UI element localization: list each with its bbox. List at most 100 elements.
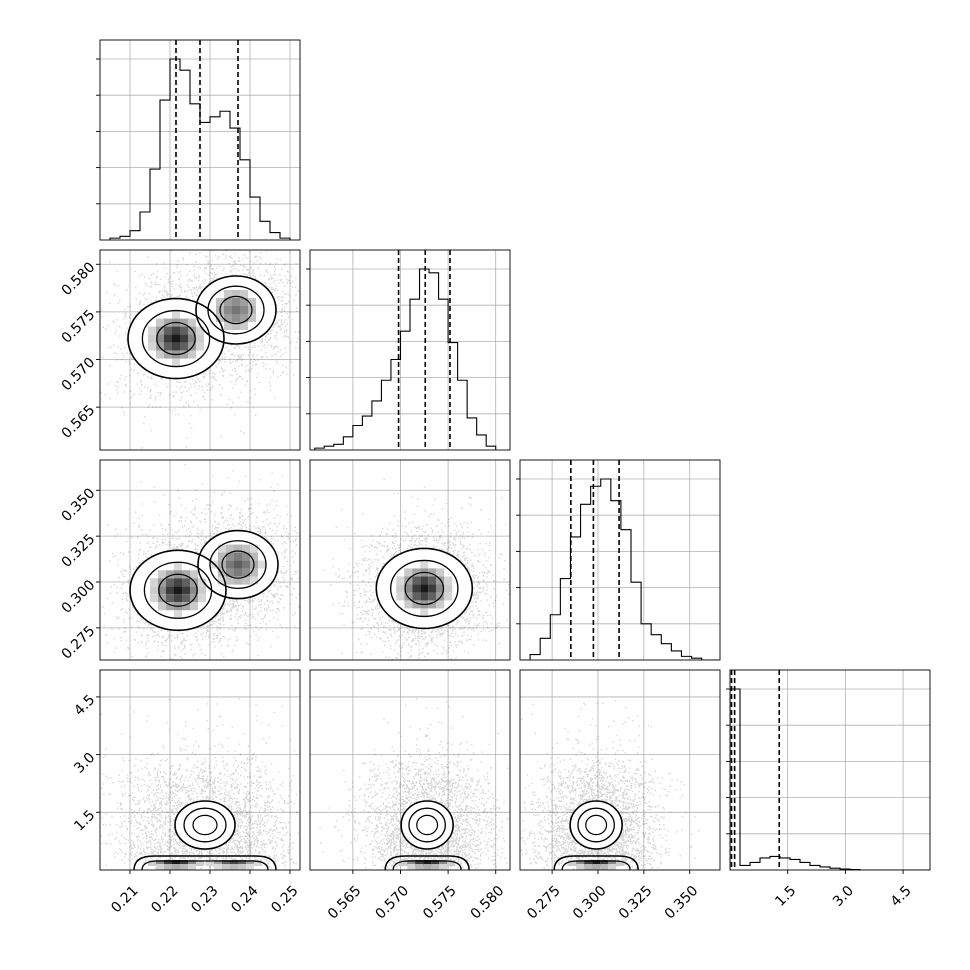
contour-base-inner bbox=[141, 860, 269, 870]
contour-middle bbox=[141, 285, 265, 368]
panel-frame bbox=[99, 39, 301, 241]
contour-base bbox=[384, 855, 470, 870]
panel-frame bbox=[309, 669, 511, 871]
density-cell bbox=[164, 334, 172, 343]
density-cell bbox=[172, 864, 180, 870]
density-cell bbox=[232, 290, 240, 298]
density-cell bbox=[616, 860, 625, 866]
density-cell bbox=[148, 334, 156, 343]
density-cell bbox=[172, 860, 180, 866]
panel-frame bbox=[99, 459, 301, 661]
density-cell bbox=[180, 864, 188, 870]
density-cell bbox=[234, 576, 242, 585]
density-cell bbox=[423, 864, 432, 870]
histogram-0 bbox=[109, 40, 291, 240]
density-cell bbox=[188, 318, 196, 327]
y-tick-label: 4.5 bbox=[71, 692, 98, 719]
density-cell bbox=[174, 586, 182, 595]
density-cell bbox=[224, 306, 232, 314]
density-cell bbox=[190, 570, 198, 579]
x-tick-label: 0.300 bbox=[570, 883, 610, 923]
density-cell bbox=[412, 568, 421, 577]
density-cell bbox=[420, 608, 429, 617]
y-tick-label: 1.5 bbox=[71, 807, 98, 834]
y-tick-label: 0.575 bbox=[59, 307, 99, 347]
density-cell bbox=[196, 342, 204, 351]
density-cell bbox=[182, 570, 190, 579]
density-cell bbox=[218, 576, 226, 585]
y-tick-label: 3.0 bbox=[71, 750, 98, 777]
histogram-1 bbox=[314, 250, 497, 450]
density-cell bbox=[423, 860, 432, 866]
contour-inner bbox=[158, 550, 255, 607]
density-cell bbox=[439, 860, 448, 866]
density-cell bbox=[222, 860, 230, 866]
x-tick-label: 0.575 bbox=[420, 883, 460, 923]
density-cell bbox=[206, 860, 214, 866]
density-cell bbox=[222, 864, 230, 870]
density-cell bbox=[226, 560, 234, 569]
density-cell bbox=[248, 298, 256, 306]
density-cell bbox=[412, 584, 421, 593]
contour-base-inner bbox=[561, 860, 631, 870]
density-cell bbox=[436, 600, 445, 609]
density-cell bbox=[447, 860, 456, 866]
contour-outer bbox=[375, 547, 474, 630]
density-cell bbox=[242, 552, 250, 561]
x-tick-label: 0.21 bbox=[108, 883, 141, 916]
density-cell bbox=[196, 326, 204, 335]
x-tick-label: 0.24 bbox=[228, 883, 261, 916]
histogram-3 bbox=[730, 670, 930, 870]
density-cell bbox=[174, 610, 182, 619]
density-cell bbox=[242, 568, 250, 577]
density-cell bbox=[182, 602, 190, 611]
density-cell bbox=[158, 570, 166, 579]
y-tick-label: 0.565 bbox=[59, 402, 99, 442]
density-cell bbox=[246, 864, 254, 870]
x-tick-label: 0.23 bbox=[188, 883, 221, 916]
panel-grid bbox=[310, 250, 510, 450]
density-cell bbox=[412, 592, 421, 601]
density-cell bbox=[164, 318, 172, 327]
density-cell bbox=[180, 318, 188, 327]
density-cell bbox=[431, 864, 440, 870]
joint-panel-2-3 bbox=[520, 700, 700, 870]
density-cell bbox=[166, 602, 174, 611]
density-cell bbox=[250, 544, 258, 553]
density-cell bbox=[396, 584, 405, 593]
contour-middle bbox=[408, 807, 446, 843]
density-cell bbox=[234, 560, 242, 569]
density-cell bbox=[158, 586, 166, 595]
scatter-points bbox=[323, 478, 510, 660]
density-cell bbox=[218, 552, 226, 561]
density-cell bbox=[240, 306, 248, 314]
density-cell bbox=[608, 860, 617, 866]
density-cell bbox=[166, 578, 174, 587]
density-cell bbox=[164, 342, 172, 351]
density-cell bbox=[214, 864, 222, 870]
joint-panel-0-3 bbox=[100, 698, 300, 870]
contour-base bbox=[133, 855, 277, 870]
density-cell bbox=[428, 576, 437, 585]
contour-middle bbox=[390, 559, 459, 618]
contour-inner bbox=[404, 571, 445, 605]
density-cell bbox=[180, 350, 188, 359]
x-tick-label: 1.5 bbox=[772, 883, 799, 910]
density-cell bbox=[600, 860, 609, 866]
density-cell bbox=[148, 326, 156, 335]
panel-frame bbox=[99, 249, 301, 451]
histogram-2 bbox=[520, 460, 720, 660]
density-cell bbox=[412, 576, 421, 585]
density-cell bbox=[226, 568, 234, 577]
density-cell bbox=[190, 586, 198, 595]
density-cell bbox=[428, 568, 437, 577]
density-cell bbox=[436, 584, 445, 593]
panel-grid bbox=[520, 460, 720, 660]
contour-middle bbox=[183, 807, 227, 843]
density-cell bbox=[592, 860, 601, 866]
density-cell bbox=[232, 298, 240, 306]
density-cell bbox=[232, 322, 240, 330]
density-cell bbox=[420, 584, 429, 593]
density-cell bbox=[246, 860, 254, 866]
histogram-step-line bbox=[520, 478, 720, 660]
